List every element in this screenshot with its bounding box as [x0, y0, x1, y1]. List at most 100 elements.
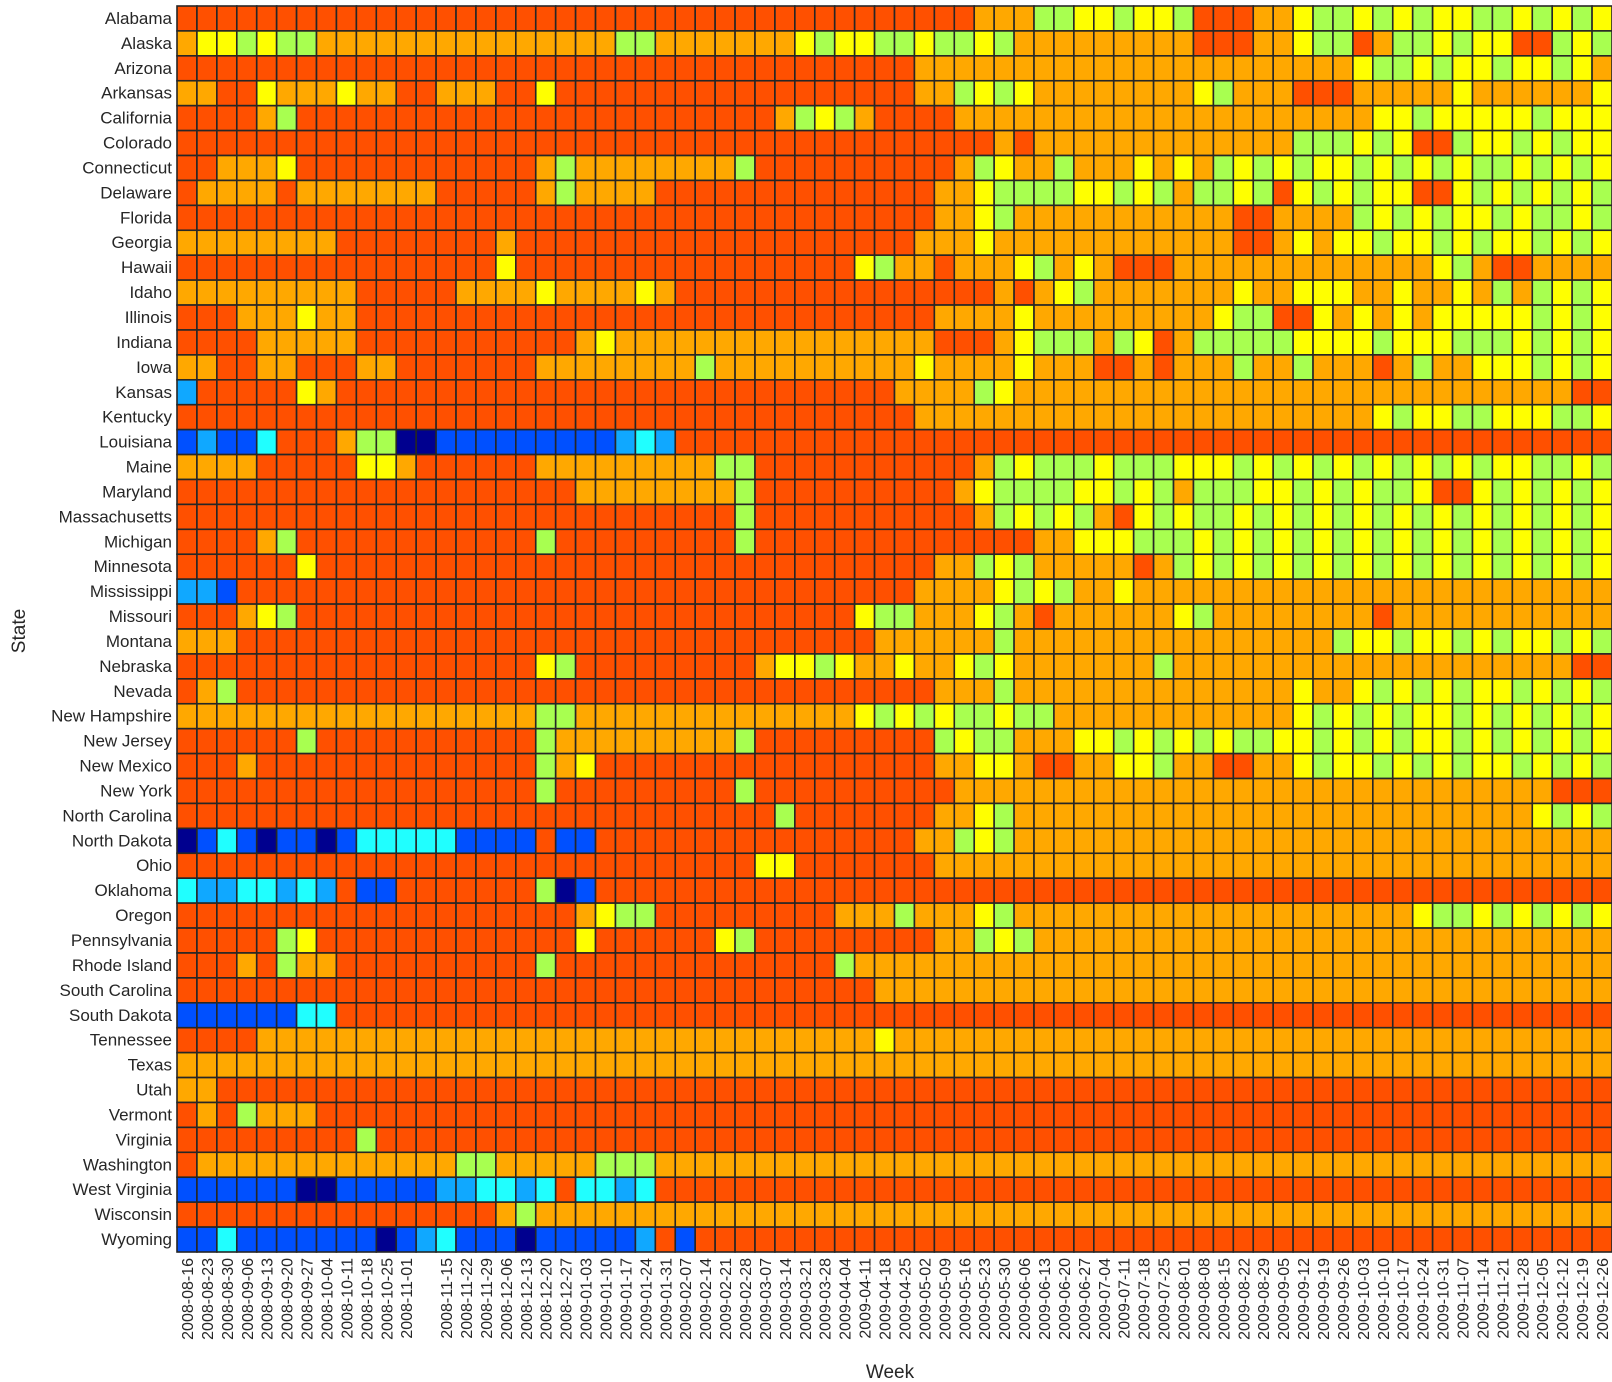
- heatmap-cell: [833, 1151, 856, 1179]
- heatmap-cell: [1531, 628, 1554, 655]
- heatmap-cell: [395, 1226, 417, 1253]
- heatmap-cell: [893, 428, 916, 456]
- heatmap-cell: [933, 528, 956, 556]
- heatmap-cell: [933, 1026, 956, 1054]
- heatmap-cell: [1053, 204, 1075, 232]
- heatmap-cell: [794, 628, 816, 655]
- heatmap-cell: [674, 129, 696, 157]
- heatmap-cell: [953, 1201, 976, 1228]
- heatmap-cell: [295, 179, 318, 207]
- heatmap-cell: [1093, 927, 1115, 954]
- heatmap-cell: [415, 952, 437, 979]
- heatmap-cell: [235, 104, 258, 132]
- heatmap-cell: [1491, 977, 1514, 1004]
- heatmap-cell: [1252, 403, 1274, 431]
- heatmap-cell: [873, 1026, 896, 1054]
- heatmap-cell: [853, 952, 876, 979]
- heatmap-cell: [694, 902, 716, 929]
- heatmap-cell: [1252, 1026, 1274, 1054]
- heatmap-cell: [813, 329, 836, 356]
- heatmap-cell: [1431, 1026, 1454, 1054]
- heatmap-cell: [594, 752, 617, 780]
- heatmap-cell: [435, 279, 457, 306]
- heatmap-cell: [1551, 229, 1573, 256]
- heatmap-cell: [255, 55, 278, 82]
- heatmap-cell: [893, 1026, 916, 1054]
- heatmap-cell: [574, 179, 597, 207]
- heatmap-cell: [1312, 802, 1334, 830]
- heatmap-cell: [574, 977, 597, 1004]
- heatmap-cell: [1471, 428, 1494, 456]
- heatmap-cell: [275, 877, 298, 904]
- heatmap-cell: [594, 852, 617, 880]
- heatmap-cell: [455, 428, 477, 456]
- heatmap-cell: [1591, 702, 1612, 730]
- heatmap-cell: [1232, 478, 1255, 506]
- heatmap-cell: [375, 1076, 398, 1104]
- heatmap-cell: [913, 1201, 936, 1228]
- heatmap-cell: [1531, 1226, 1554, 1253]
- heatmap-cell: [315, 254, 338, 281]
- heatmap-cell: [495, 1176, 517, 1203]
- heatmap-cell: [1411, 204, 1434, 232]
- heatmap-cell: [1192, 354, 1215, 381]
- heatmap-cell: [475, 1126, 497, 1154]
- heatmap-cell: [634, 702, 657, 730]
- heatmap-cell: [1172, 927, 1195, 954]
- heatmap-cell: [1192, 503, 1215, 531]
- heatmap-cell: [933, 378, 956, 406]
- heatmap-cell: [196, 129, 218, 157]
- heatmap-cell: [1093, 254, 1115, 281]
- heatmap-cell: [515, 1151, 537, 1179]
- heatmap-cell: [1332, 902, 1354, 929]
- heatmap-cell: [196, 254, 218, 281]
- heatmap-cell: [774, 1201, 796, 1228]
- heatmap-cell: [1531, 528, 1554, 556]
- heatmap-cell: [634, 503, 657, 531]
- heatmap-cell: [275, 329, 298, 356]
- heatmap-cell: [216, 104, 238, 132]
- heatmap-cell: [973, 30, 995, 57]
- heatmap-cell: [1471, 1051, 1494, 1079]
- heatmap-cell: [395, 802, 417, 830]
- heatmap-cell: [714, 204, 736, 232]
- heatmap-cell: [196, 553, 218, 580]
- heatmap-cell: [534, 503, 557, 531]
- heatmap-cell: [1571, 104, 1593, 132]
- heatmap-cell: [1212, 802, 1235, 830]
- heatmap-cell: [1073, 204, 1095, 232]
- heatmap-cell: [1471, 5, 1494, 32]
- heatmap-cell: [1511, 1026, 1534, 1054]
- heatmap-cell: [853, 254, 876, 281]
- heatmap-cell: [495, 877, 517, 904]
- heatmap-cell: [515, 952, 537, 979]
- y-tick-label: North Dakota: [72, 831, 173, 850]
- heatmap-cell: [1391, 129, 1414, 157]
- heatmap-cell: [1172, 702, 1195, 730]
- heatmap-cell: [993, 55, 1015, 82]
- heatmap-cell: [1531, 229, 1554, 256]
- heatmap-cell: [415, 503, 437, 531]
- heatmap-cell: [1571, 1051, 1593, 1079]
- heatmap-cell: [973, 528, 995, 556]
- heatmap-cell: [335, 528, 358, 556]
- heatmap-cell: [1053, 553, 1075, 580]
- heatmap-cell: [395, 1201, 417, 1228]
- heatmap-cell: [1212, 30, 1235, 57]
- heatmap-cell: [813, 1201, 836, 1228]
- heatmap-cell: [475, 329, 497, 356]
- heatmap-cell: [355, 727, 378, 755]
- heatmap-cell: [216, 528, 238, 556]
- heatmap-cell: [1252, 1001, 1274, 1029]
- heatmap-cell: [774, 55, 796, 82]
- heatmap-cell: [415, 977, 437, 1004]
- heatmap-cell: [953, 678, 976, 705]
- heatmap-cell: [255, 802, 278, 830]
- heatmap-cell: [1053, 877, 1075, 904]
- x-tick-label: 2009-03-21: [798, 1258, 815, 1340]
- heatmap-cell: [993, 777, 1015, 805]
- heatmap-cell: [295, 1051, 318, 1079]
- heatmap-cell: [1252, 279, 1274, 306]
- y-tick-label: Maine: [126, 458, 172, 477]
- heatmap-cell: [1312, 1201, 1334, 1228]
